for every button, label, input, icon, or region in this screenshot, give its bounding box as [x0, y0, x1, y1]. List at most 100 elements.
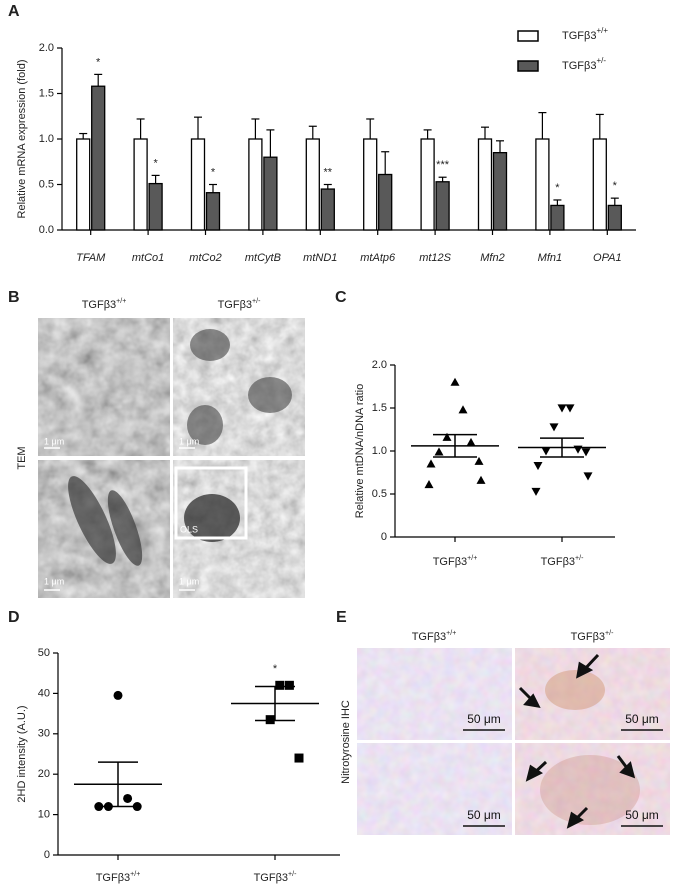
x-tick-label: OPA1	[593, 252, 622, 264]
bar	[477, 138, 493, 231]
label-text: TGFβ3	[571, 631, 605, 643]
label-sup: +/+	[130, 871, 140, 878]
panel-label: E	[336, 609, 347, 626]
bar	[248, 138, 263, 231]
label-sup: +/-	[605, 630, 614, 637]
data-point	[466, 437, 476, 446]
panel-label: B	[8, 289, 20, 306]
x-tick-label: mtCo1	[132, 252, 164, 264]
y-tick-label: 20	[38, 768, 50, 780]
y-axis-label: 2HD intensity (A.U.)	[16, 705, 28, 802]
y-tick-label: 0.5	[372, 488, 387, 500]
x-tick-label: mt12S	[419, 252, 451, 264]
label-sup: +/+	[446, 630, 456, 637]
data-point	[426, 459, 436, 468]
label-text: TGFβ3	[254, 872, 288, 884]
bar	[378, 173, 393, 231]
significance: **	[324, 166, 333, 178]
data-point	[275, 680, 285, 690]
x-tick-label: Mfn1	[538, 252, 562, 264]
y-tick-label: 1.0	[372, 445, 387, 457]
data-point	[113, 690, 123, 700]
y-tick-label: 1.0	[39, 133, 54, 145]
micrograph	[38, 318, 170, 456]
micrograph	[357, 743, 512, 835]
label-text: TGFβ3	[562, 60, 596, 72]
significance: *	[555, 182, 560, 194]
significance: *	[211, 166, 216, 178]
data-point	[284, 680, 294, 690]
organelle	[187, 405, 223, 445]
bar	[305, 138, 320, 231]
legend-label: TGFβ3+/-	[562, 56, 606, 72]
data-point	[581, 448, 591, 457]
category-label: TGFβ3+/-	[254, 871, 297, 884]
label-sup: +/-	[252, 298, 261, 305]
data-point	[533, 462, 543, 471]
label-text: TGFβ3	[82, 299, 116, 311]
scale-label: 1 μm	[179, 576, 199, 586]
category-label: TGFβ3+/-	[541, 555, 584, 568]
bar	[91, 85, 106, 231]
organelle	[184, 494, 240, 542]
bar	[550, 204, 565, 231]
organelle	[190, 329, 230, 361]
significance: *	[96, 56, 101, 68]
label-sup: +/+	[596, 26, 608, 35]
data-point	[557, 404, 567, 413]
x-tick-label: mtCo2	[189, 252, 221, 264]
organelle	[107, 490, 143, 566]
data-point	[442, 432, 452, 441]
stain	[540, 755, 640, 825]
data-point	[265, 715, 275, 725]
micrograph	[357, 648, 512, 740]
label-sup: +/+	[116, 298, 126, 305]
bar	[492, 151, 508, 231]
bar	[190, 138, 206, 231]
x-tick-label: mtND1	[303, 252, 337, 264]
bar	[535, 138, 550, 231]
label-sup: +/-	[575, 555, 584, 562]
label-text: TGFβ3	[541, 556, 575, 568]
bar	[205, 192, 221, 231]
data-point	[123, 793, 133, 803]
x-tick-label: Mfn2	[480, 252, 504, 264]
arrows	[518, 653, 636, 829]
y-tick-label: 1.5	[372, 402, 387, 414]
significance: ***	[436, 159, 450, 171]
y-tick-label: 30	[38, 728, 50, 740]
scale-label: 1 μm	[44, 576, 64, 586]
y-tick-label: 50	[38, 647, 50, 659]
data-point	[474, 456, 484, 465]
y-axis-label: Relative mRNA expression (fold)	[16, 60, 28, 219]
x-tick-label: mtCytB	[245, 252, 281, 264]
data-point	[434, 447, 444, 456]
data-point	[565, 404, 575, 413]
tem-panel: 1 μm 1 μm 1 μm 1 μm OLS TGFβ3+/+ TGFβ3+/…	[16, 298, 305, 598]
label-sup: +/-	[288, 871, 297, 878]
legend-label: TGFβ3+/+	[562, 26, 608, 42]
legend-swatch	[517, 30, 539, 42]
y-tick-label: 0	[381, 531, 387, 543]
row-label: Nitrotyrosine IHC	[340, 700, 352, 784]
scale-label: 50 μm	[625, 712, 659, 726]
y-axis-label: Relative mtDNA/nDNA ratio	[354, 384, 366, 519]
bar	[592, 138, 607, 231]
y-tick-label: 0.5	[39, 178, 54, 190]
bar	[320, 188, 335, 231]
data-point	[294, 753, 304, 763]
y-tick-label: 1.5	[39, 87, 54, 99]
panel-label: C	[335, 289, 347, 306]
bar	[148, 182, 163, 231]
bar	[363, 138, 378, 231]
bar	[263, 156, 278, 231]
significance: *	[273, 663, 278, 675]
scale-label: 1 μm	[179, 436, 199, 446]
column-label: TGFβ3+/-	[218, 298, 261, 311]
y-tick-label: 40	[38, 687, 50, 699]
y-tick-label: 0.0	[39, 224, 54, 236]
column-label: TGFβ3+/+	[82, 298, 127, 311]
bar	[435, 181, 450, 231]
scale-label: 1 μm	[44, 436, 64, 446]
